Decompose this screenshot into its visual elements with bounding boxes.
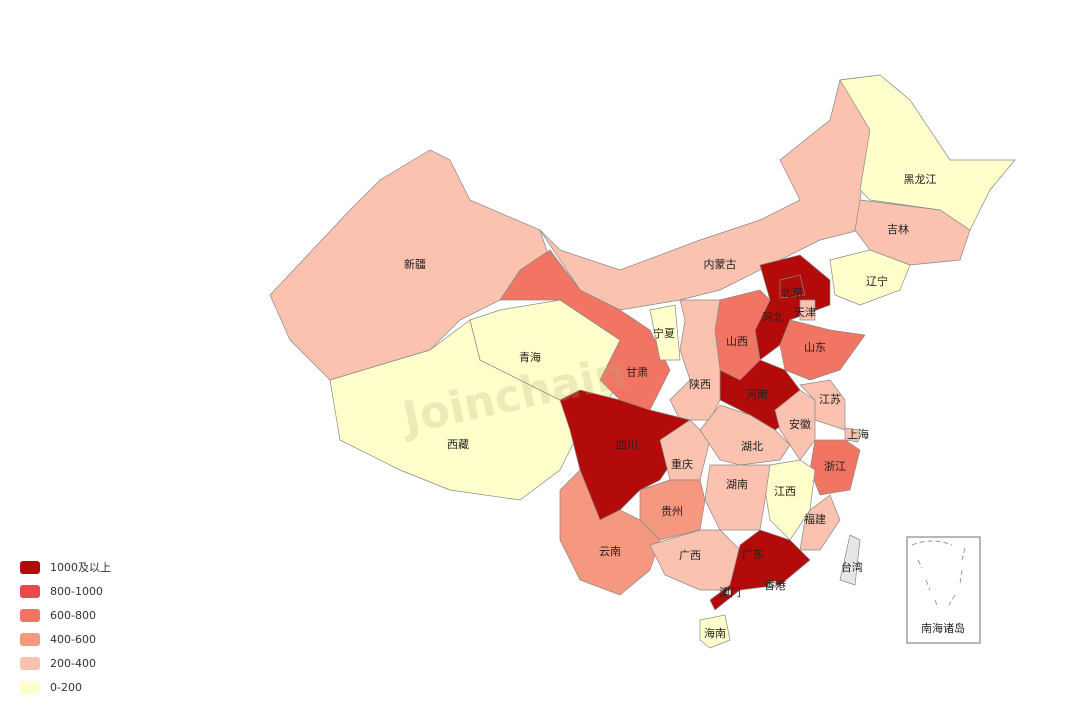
province-label: 湖南 [726,478,748,491]
inset-islands [911,540,966,609]
province [539,74,881,311]
province-label: 内蒙古 [704,257,737,271]
province [649,304,681,361]
province-label: 河北 [762,311,784,324]
province-label: 四川 [616,439,638,452]
province-label: 澳门 [719,585,741,599]
province-label: 陕西 [689,377,711,391]
province-label: 甘肃 [626,366,648,379]
province [799,494,841,551]
province-label: 福建 [804,512,826,526]
inset-box [906,536,981,644]
province-label: 宁夏 [653,326,675,340]
province [844,427,861,443]
legend-swatch [20,585,40,598]
province-label: 西藏 [447,438,469,451]
province [839,74,1016,231]
legend-swatch [20,681,40,694]
legend-label: 600-800 [50,609,96,622]
legend-swatch [20,609,40,622]
province [839,534,861,586]
province-label: 北京 [781,285,803,299]
province-label: 广西 [679,549,701,562]
province-label: 天津 [794,306,816,319]
legend-swatch [20,561,40,574]
province [704,464,771,531]
legend-swatch [20,657,40,670]
province-label: 黑龙江 [904,173,937,186]
province-label: 重庆 [671,457,693,471]
province [767,580,777,588]
province [659,419,711,481]
province [779,319,866,381]
province-label: 台湾 [841,560,863,574]
legend-swatch [20,633,40,646]
province [774,389,816,461]
province-label: 吉林 [887,222,909,236]
inset-label: 南海诸岛 [921,621,965,635]
province-label: 山东 [804,341,826,354]
province [725,589,732,596]
province [779,274,806,299]
province-label: 新疆 [404,257,426,271]
province [854,199,971,266]
province [699,614,731,649]
province-label: 安徽 [789,417,811,431]
province-label: 浙江 [824,460,846,473]
legend-label: 200-400 [50,657,96,670]
province-label: 上海 [847,427,869,441]
province-label: 湖北 [741,440,763,453]
legend-label: 1000及以上 [50,561,111,574]
legend: 1000及以上 800-1000 600-800 400-600 200-400 0-20… [20,561,111,694]
legend-label: 400-600 [50,633,96,646]
legend-label: 800-1000 [50,585,103,598]
province-label: 青海 [519,350,541,364]
province [709,529,811,611]
province-label: 云南 [599,545,621,558]
province [799,299,816,321]
legend-label: 0-200 [50,681,82,694]
province [669,299,721,421]
province [499,249,671,411]
province [329,319,581,501]
province [559,469,661,596]
province-label: 香港 [764,579,786,592]
province-label: 贵州 [661,505,683,518]
province-label: 河南 [746,388,768,401]
province-label: 广东 [742,548,764,561]
province-label: 江西 [774,485,796,498]
province-label: 海南 [704,626,726,640]
province [829,249,911,306]
province-label: 山西 [726,335,748,348]
province-label: 辽宁 [866,274,888,288]
province-label: 江苏 [819,393,841,406]
